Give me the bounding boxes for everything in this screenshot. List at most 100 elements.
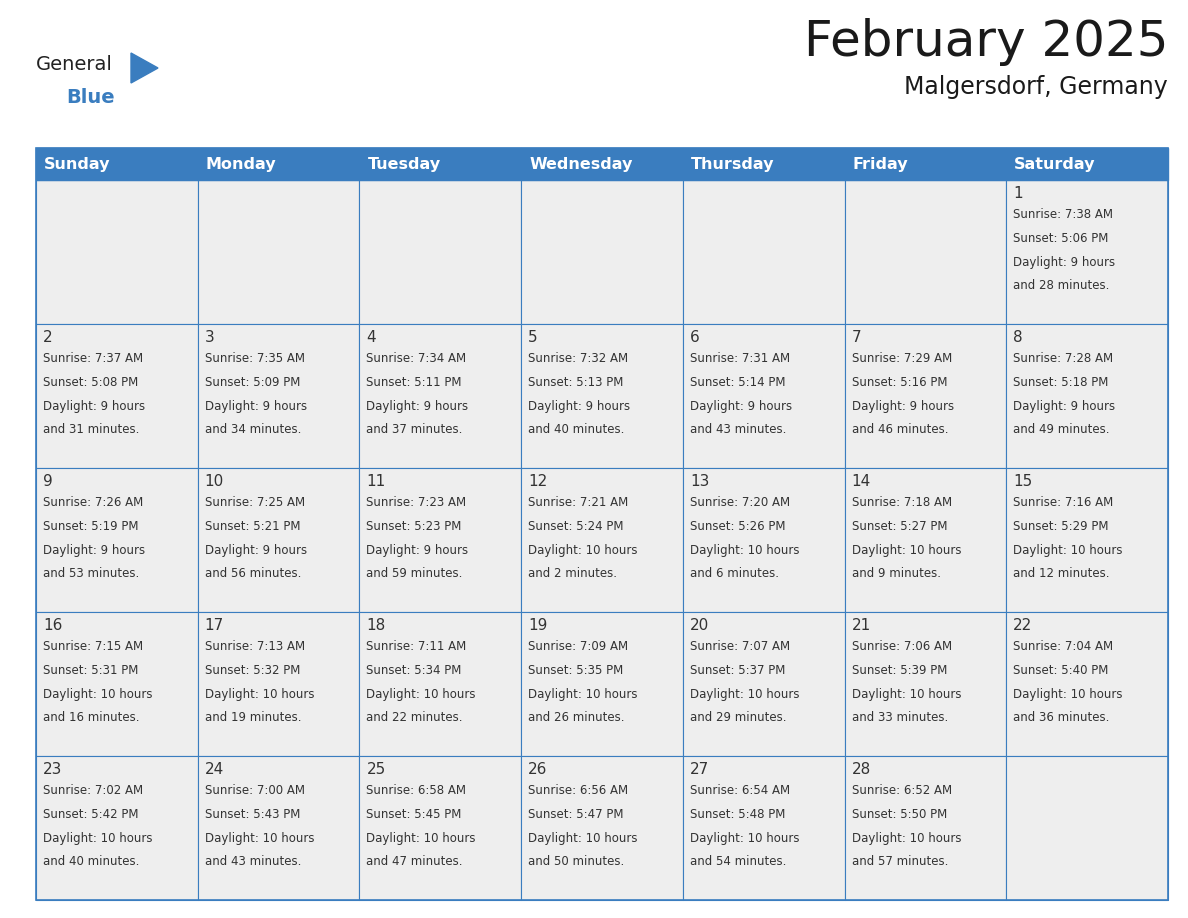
Text: 24: 24 [204,762,225,777]
Bar [360,612,522,756]
Bar [683,180,845,324]
Text: Sunset: 5:29 PM: Sunset: 5:29 PM [1013,520,1108,532]
Bar [1006,756,1168,900]
Bar [360,324,522,468]
Text: 17: 17 [204,618,225,633]
Text: and 33 minutes.: and 33 minutes. [852,711,948,724]
Text: Sunset: 5:45 PM: Sunset: 5:45 PM [366,808,462,821]
Text: Daylight: 9 hours: Daylight: 9 hours [366,543,468,556]
Text: Daylight: 10 hours: Daylight: 10 hours [366,688,476,700]
Text: and 40 minutes.: and 40 minutes. [43,856,139,868]
Bar [522,756,683,900]
Text: Sunday: Sunday [44,156,110,172]
Text: Daylight: 10 hours: Daylight: 10 hours [529,832,638,845]
Text: Sunrise: 7:25 AM: Sunrise: 7:25 AM [204,496,305,509]
Text: Sunrise: 7:35 AM: Sunrise: 7:35 AM [204,352,304,365]
Text: 5: 5 [529,330,538,345]
Text: Sunset: 5:21 PM: Sunset: 5:21 PM [204,520,301,532]
Bar [197,324,360,468]
Bar [522,180,683,324]
Bar [36,612,197,756]
Text: Saturday: Saturday [1015,156,1095,172]
Text: Daylight: 10 hours: Daylight: 10 hours [852,543,961,556]
Text: Sunrise: 7:21 AM: Sunrise: 7:21 AM [529,496,628,509]
Text: Sunset: 5:34 PM: Sunset: 5:34 PM [366,664,462,677]
Text: and 12 minutes.: and 12 minutes. [1013,567,1110,580]
Text: 1: 1 [1013,186,1023,201]
Text: Sunrise: 7:16 AM: Sunrise: 7:16 AM [1013,496,1113,509]
Text: and 26 minutes.: and 26 minutes. [529,711,625,724]
Text: Sunrise: 7:28 AM: Sunrise: 7:28 AM [1013,352,1113,365]
Text: Sunset: 5:35 PM: Sunset: 5:35 PM [529,664,624,677]
Text: Daylight: 9 hours: Daylight: 9 hours [204,543,307,556]
Text: Sunrise: 7:06 AM: Sunrise: 7:06 AM [852,640,952,653]
Text: Sunrise: 7:11 AM: Sunrise: 7:11 AM [366,640,467,653]
Text: Sunrise: 6:58 AM: Sunrise: 6:58 AM [366,784,467,797]
Text: Monday: Monday [206,156,277,172]
Bar [522,148,683,180]
Text: Daylight: 9 hours: Daylight: 9 hours [690,399,792,412]
Text: Sunrise: 7:32 AM: Sunrise: 7:32 AM [529,352,628,365]
Text: and 34 minutes.: and 34 minutes. [204,423,301,436]
Text: 12: 12 [529,474,548,489]
Text: and 40 minutes.: and 40 minutes. [529,423,625,436]
Text: Sunrise: 7:31 AM: Sunrise: 7:31 AM [690,352,790,365]
Text: Sunrise: 7:13 AM: Sunrise: 7:13 AM [204,640,305,653]
Text: Sunset: 5:14 PM: Sunset: 5:14 PM [690,375,785,388]
Text: Daylight: 9 hours: Daylight: 9 hours [204,399,307,412]
Text: Daylight: 10 hours: Daylight: 10 hours [1013,688,1123,700]
Text: 28: 28 [852,762,871,777]
Bar [197,148,360,180]
Text: and 57 minutes.: and 57 minutes. [852,856,948,868]
Text: Daylight: 10 hours: Daylight: 10 hours [852,688,961,700]
Text: Sunrise: 7:18 AM: Sunrise: 7:18 AM [852,496,952,509]
Text: Sunset: 5:40 PM: Sunset: 5:40 PM [1013,664,1108,677]
Polygon shape [131,53,158,83]
Text: and 54 minutes.: and 54 minutes. [690,856,786,868]
Text: Sunset: 5:11 PM: Sunset: 5:11 PM [366,375,462,388]
Bar [36,180,197,324]
Text: Sunrise: 6:52 AM: Sunrise: 6:52 AM [852,784,952,797]
Text: February 2025: February 2025 [803,18,1168,66]
Text: Daylight: 10 hours: Daylight: 10 hours [204,832,314,845]
Bar [197,180,360,324]
Text: Sunrise: 7:04 AM: Sunrise: 7:04 AM [1013,640,1113,653]
Text: Daylight: 9 hours: Daylight: 9 hours [366,399,468,412]
Bar [683,612,845,756]
Text: 4: 4 [366,330,377,345]
Text: Daylight: 9 hours: Daylight: 9 hours [1013,399,1116,412]
Text: and 56 minutes.: and 56 minutes. [204,567,301,580]
Text: Tuesday: Tuesday [367,156,441,172]
Text: 11: 11 [366,474,386,489]
Bar [522,468,683,612]
Text: 7: 7 [852,330,861,345]
Text: General: General [36,55,113,74]
Text: Daylight: 9 hours: Daylight: 9 hours [1013,255,1116,269]
Text: Wednesday: Wednesday [529,156,632,172]
Bar [36,756,197,900]
Text: 19: 19 [529,618,548,633]
Text: and 43 minutes.: and 43 minutes. [690,423,786,436]
Text: Sunset: 5:26 PM: Sunset: 5:26 PM [690,520,785,532]
Text: Sunset: 5:31 PM: Sunset: 5:31 PM [43,664,138,677]
Text: Sunset: 5:09 PM: Sunset: 5:09 PM [204,375,301,388]
Text: Daylight: 10 hours: Daylight: 10 hours [690,688,800,700]
Text: Sunrise: 7:09 AM: Sunrise: 7:09 AM [529,640,628,653]
Bar [197,612,360,756]
Text: Daylight: 9 hours: Daylight: 9 hours [852,399,954,412]
Text: and 59 minutes.: and 59 minutes. [366,567,463,580]
Text: Sunset: 5:27 PM: Sunset: 5:27 PM [852,520,947,532]
Bar [36,148,197,180]
Bar [36,324,197,468]
Bar [197,756,360,900]
Text: Malgersdorf, Germany: Malgersdorf, Germany [904,75,1168,99]
Text: and 29 minutes.: and 29 minutes. [690,711,786,724]
Text: 23: 23 [43,762,63,777]
Text: Daylight: 10 hours: Daylight: 10 hours [43,832,152,845]
Bar [360,148,522,180]
Bar [522,324,683,468]
Text: Sunrise: 7:02 AM: Sunrise: 7:02 AM [43,784,143,797]
Text: Daylight: 10 hours: Daylight: 10 hours [690,543,800,556]
Bar [1006,180,1168,324]
Text: and 19 minutes.: and 19 minutes. [204,711,302,724]
